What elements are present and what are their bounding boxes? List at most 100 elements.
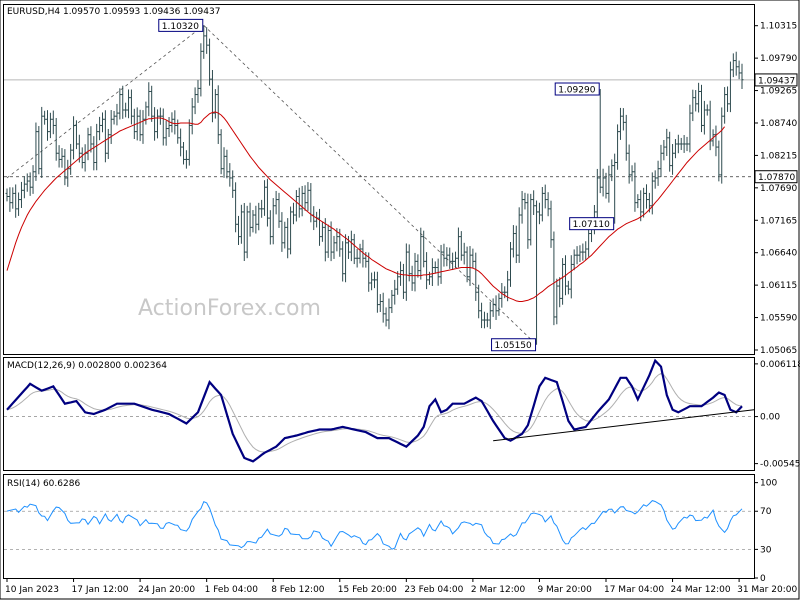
ohlc-bar [147, 82, 151, 117]
ohlc-bar [179, 128, 183, 157]
x-tick-label: 31 Mar 20:00 [737, 585, 797, 595]
ohlc-bar [277, 192, 281, 228]
ohlc-bar [506, 270, 510, 302]
ohlc-bar [341, 241, 345, 282]
ohlc-bar [526, 193, 530, 249]
ohlc-bar [222, 147, 226, 178]
ohlc-bar [618, 107, 622, 140]
ohlc-bar [705, 104, 709, 116]
ohlc-bar [454, 251, 458, 268]
ohlc-bar [370, 272, 374, 291]
x-tick-label: 23 Feb 04:00 [404, 585, 463, 595]
ohlc-bar [37, 126, 41, 175]
level-price-label-box [754, 170, 798, 184]
ohlc-bar [173, 110, 177, 135]
ohlc-bar [737, 60, 741, 80]
annotation-label: 1.10320 [162, 22, 199, 32]
ohlc-bar [636, 194, 640, 209]
ohlc-bar [546, 192, 550, 217]
ohlc-bar [373, 271, 376, 289]
annotation-1.10320: 1.10320 [158, 18, 204, 32]
ohlc-bar [150, 85, 154, 122]
ohlc-bar [228, 163, 232, 187]
ohlc-bar [485, 312, 489, 328]
ohlc-bar [98, 116, 102, 141]
ohlc-bar [257, 202, 261, 231]
ohlc-bar [254, 205, 258, 234]
ohlc-bar [471, 248, 475, 268]
ohlc-bar [731, 53, 735, 78]
ohlc-bar [708, 100, 712, 151]
ohlc-bar [161, 108, 165, 146]
ohlc-bar [413, 252, 417, 292]
ohlc-bar [141, 110, 145, 144]
ohlc-bar [416, 254, 420, 278]
ohlc-bar [650, 172, 654, 215]
ohlc-bar [202, 25, 206, 59]
ohlc-bar [17, 192, 21, 216]
rsi-tick-label: 30 [760, 545, 772, 555]
ohlc-bar [474, 252, 478, 301]
ohlc-bar [621, 108, 625, 131]
ohlc-bar [630, 165, 634, 182]
ohlc-bar [60, 148, 64, 168]
ohlc-bar [144, 101, 148, 125]
ohlc-bar [132, 108, 136, 140]
ohlc-bar [74, 120, 78, 150]
ohlc-bar [349, 230, 353, 262]
ohlc-bar [271, 198, 275, 245]
ohlc-bar [100, 112, 104, 133]
ohlc-bar [425, 252, 429, 290]
ohlc-bar [459, 231, 463, 261]
ohlc-bar [639, 190, 643, 222]
ohlc-bar [86, 127, 90, 161]
ohlc-bar [5, 188, 9, 202]
ohlc-bar [352, 233, 356, 265]
ohlc-bar [627, 144, 631, 184]
ohlc-bar [456, 227, 460, 268]
rsi-tick-label: 100 [760, 479, 777, 489]
ohlc-bar [561, 258, 565, 305]
ohlc-bar [72, 116, 76, 160]
ohlc-bar [234, 182, 238, 233]
ohlc-bar [482, 311, 486, 329]
ohlc-bar [642, 187, 646, 218]
ohlc-bar [210, 69, 214, 123]
ohlc-bar [442, 243, 446, 267]
x-tick-label: 8 Feb 12:00 [271, 585, 325, 595]
ohlc-bar [112, 110, 116, 125]
ohlc-bar [480, 302, 484, 329]
ohlc-bar [46, 110, 50, 141]
ohlc-bar [676, 134, 680, 154]
ohlc-bar [691, 89, 695, 122]
ohlc-bar [390, 289, 394, 314]
annotation-label: 1.05150 [495, 341, 532, 351]
price-tick-label: 1.09265 [760, 87, 797, 97]
ohlc-bar [720, 107, 724, 184]
ohlc-bar [699, 84, 703, 133]
ohlc-bar [682, 135, 686, 153]
ohlc-bar [8, 187, 12, 212]
ohlc-bar [89, 126, 93, 153]
annotation-label: 1.07110 [573, 220, 610, 230]
macd-tick-label: -0.005458 [760, 460, 800, 470]
last-price-label-box [754, 73, 798, 87]
ohlc-bar [219, 129, 223, 175]
ohlc-bar [419, 227, 423, 280]
price-tick-label: 1.07690 [760, 184, 797, 194]
ohlc-bar [604, 172, 608, 199]
ohlc-bar [184, 150, 188, 169]
ohlc-bar [558, 277, 562, 308]
ohlc-bar [468, 246, 472, 286]
macd-tick-label: 0.00 [760, 413, 780, 423]
macd-line [6, 358, 743, 463]
x-tick-label: 15 Feb 20:00 [338, 585, 397, 595]
ohlc-bar [381, 292, 385, 323]
ohlc-bar [378, 294, 382, 313]
ohlc-bar [297, 187, 301, 218]
ohlc-bar [69, 143, 73, 175]
ohlc-bar [445, 247, 449, 267]
ohlc-bar [451, 252, 455, 271]
macd-header: MACD(12,26,9) 0.002800 0.002364 [7, 361, 167, 371]
ohlc-bar [43, 110, 47, 125]
